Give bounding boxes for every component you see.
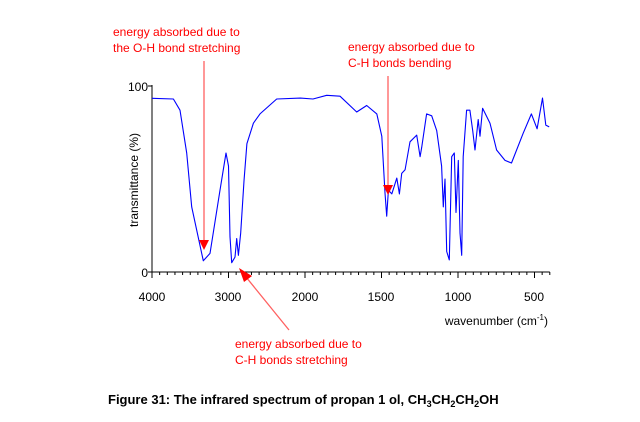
y-tick-label-100: 100	[128, 80, 148, 94]
x-tick-label-4000: 4000	[139, 290, 166, 304]
annotation-ch-bend-line1: energy absorbed due to	[348, 40, 475, 54]
annotation-ch-bend-line2: C-H bonds bending	[348, 56, 451, 70]
figure-caption: Figure 31: The infrared spectrum of prop…	[108, 392, 499, 409]
x-tick-label-1000: 1000	[445, 290, 472, 304]
x-tick-label-2000: 2000	[292, 290, 319, 304]
annotation-oh-stretch-line2: the O-H bond stretching	[113, 41, 240, 55]
annotation-ch-stretch-line2: C-H bonds stretching	[235, 353, 348, 367]
tick-marks	[151, 272, 551, 278]
x-tick-label-1500: 1500	[368, 290, 395, 304]
y-axis-label: transmittance (%)	[127, 133, 141, 227]
arrow-ch-stretch	[239, 268, 290, 331]
arrow-ch-bend	[383, 76, 393, 195]
x-axis-label: wavenumber (cm-1)	[444, 313, 548, 328]
annotation-ch-stretch-line1: energy absorbed due to	[235, 337, 362, 351]
y-tick-label-0: 0	[141, 266, 148, 280]
series-layer	[151, 94, 550, 264]
x-tick-label-500: 500	[524, 290, 544, 304]
x-tick-label-3000: 3000	[215, 290, 242, 304]
axes	[148, 85, 550, 273]
arrow-oh-stretch	[199, 61, 209, 250]
spectrum-line	[151, 94, 550, 264]
annotation-oh-stretch-line1: energy absorbed due to	[113, 25, 240, 39]
